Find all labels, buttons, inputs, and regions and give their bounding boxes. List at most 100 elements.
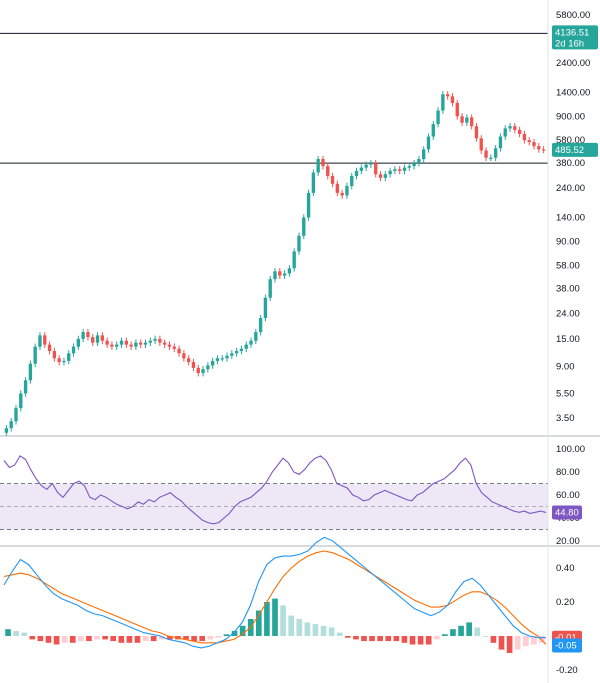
candle <box>210 357 215 369</box>
candle-body <box>110 344 114 347</box>
histogram-bar <box>344 636 351 638</box>
candle <box>182 350 186 362</box>
candle <box>445 91 450 100</box>
candle-body <box>287 268 292 274</box>
candle-body <box>210 360 215 366</box>
candle-body <box>196 367 200 374</box>
histogram-bar <box>167 636 173 640</box>
candle-body <box>139 342 143 345</box>
histogram-bar <box>409 636 416 645</box>
candle-body <box>508 126 512 129</box>
candle <box>105 337 109 348</box>
histogram-bar <box>207 636 214 640</box>
candle <box>158 335 162 346</box>
histogram-bar <box>223 634 230 636</box>
price-pane[interactable]: 5800.00 2400.00 1400.00 900.00 580.00 380.00 2… <box>0 10 598 437</box>
candle <box>273 268 277 283</box>
histogram-bar <box>353 636 359 640</box>
candle-body <box>28 363 33 381</box>
candle-body <box>215 358 220 361</box>
histogram-bar <box>514 636 521 650</box>
histogram-bar <box>522 636 529 647</box>
candle <box>278 268 282 280</box>
histogram-bar <box>531 636 537 645</box>
histogram-bar <box>401 636 408 643</box>
histogram-bar <box>94 636 100 640</box>
histogram-bar <box>466 622 472 636</box>
candle <box>95 332 100 346</box>
candle-body <box>9 421 13 429</box>
candle-body <box>388 170 392 175</box>
candle-body <box>52 351 57 359</box>
candle-body <box>273 271 277 280</box>
candle-body <box>177 348 181 354</box>
rsi-value-badge: 44.80 <box>552 505 582 520</box>
candle <box>340 189 344 199</box>
price-tick-label: 900.00 <box>556 111 585 122</box>
candle-body <box>354 170 359 177</box>
histogram-bar <box>61 636 68 643</box>
candle-body <box>167 344 172 347</box>
candle <box>306 189 311 221</box>
candle-body <box>369 163 373 165</box>
candle <box>474 123 479 142</box>
histogram-bar <box>280 605 286 636</box>
histogram-bar <box>482 636 489 637</box>
candle-body <box>537 146 541 150</box>
candle <box>469 114 474 130</box>
price-tick-label: 380.00 <box>556 158 585 169</box>
candle-body <box>465 117 469 123</box>
candle <box>311 169 316 197</box>
candle-body <box>326 166 330 177</box>
candle <box>402 164 407 175</box>
candle-body <box>91 337 95 343</box>
candle <box>465 114 469 127</box>
candle-body <box>230 353 234 356</box>
candle-body <box>225 355 229 359</box>
candle <box>498 133 503 152</box>
candle <box>239 345 244 355</box>
candle <box>115 341 119 351</box>
candle-body <box>282 273 287 276</box>
candle <box>86 328 90 341</box>
rsi-tick-label: 80.00 <box>556 467 580 478</box>
candle-body <box>484 150 488 158</box>
histogram-bar <box>336 632 343 636</box>
candle-body <box>258 318 263 333</box>
histogram-bar <box>369 636 375 642</box>
candle-body <box>340 192 344 196</box>
histogram-bar <box>361 636 367 642</box>
macd-pane[interactable]: 0.40 0.20 -0.05 -0.20 -0.01 -0.05 <box>3 536 582 676</box>
price-tick-label: 5.50 <box>556 388 575 399</box>
candle-body <box>479 138 483 151</box>
candle <box>172 343 176 353</box>
candle-body <box>38 335 42 347</box>
histogram-bar <box>37 636 44 642</box>
candle <box>220 355 224 362</box>
candle-body <box>445 94 450 97</box>
candle-body <box>67 353 71 361</box>
signal-value-badge: -0.05 <box>552 638 582 653</box>
macd-value-badge-text: -0.01 <box>555 633 577 644</box>
candle <box>532 138 536 150</box>
candle-body <box>335 183 340 193</box>
candle-body <box>541 149 546 151</box>
candle <box>4 425 9 437</box>
candle-body <box>522 133 527 141</box>
histogram-bar <box>377 636 383 642</box>
candle <box>81 328 85 343</box>
histogram-bar <box>417 636 424 645</box>
candle <box>522 130 527 144</box>
candle-body <box>364 164 368 168</box>
candle <box>43 332 47 348</box>
candle <box>378 171 383 182</box>
histogram-bar <box>45 636 52 643</box>
signal-value-badge-background <box>552 638 582 653</box>
candle <box>426 133 431 153</box>
candle <box>38 332 42 351</box>
price-tick-label: 5800.00 <box>556 10 590 21</box>
candle <box>206 362 210 373</box>
candle-body <box>345 185 349 196</box>
